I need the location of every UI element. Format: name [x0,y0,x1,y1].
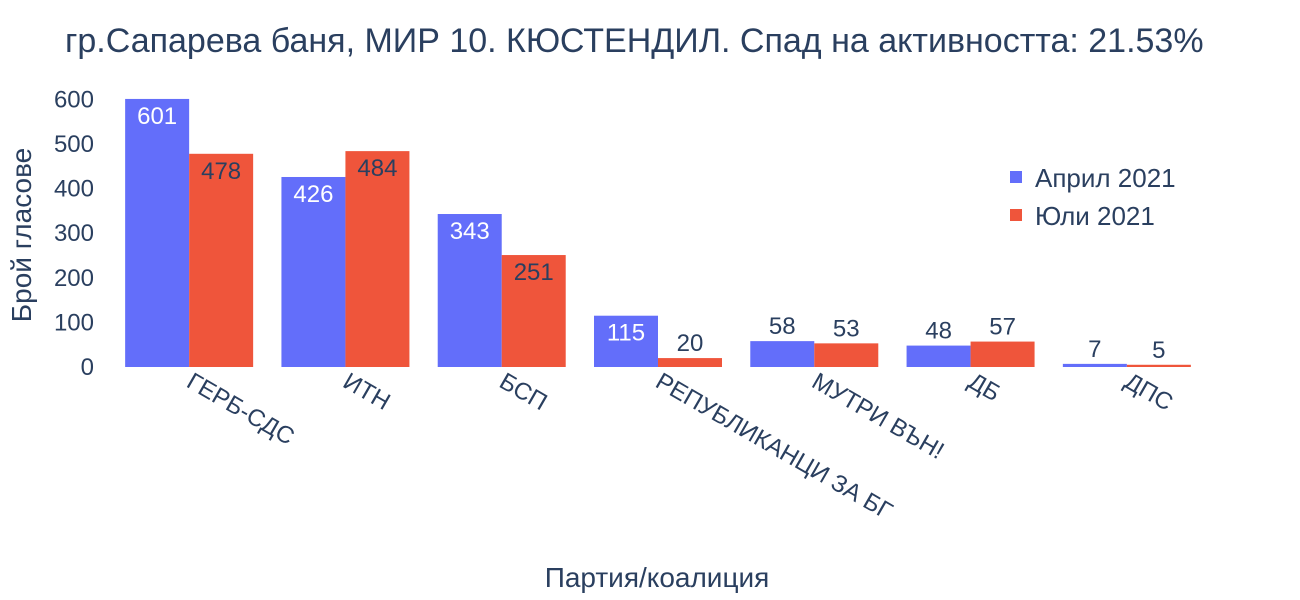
bar [189,153,254,367]
bar [437,214,502,367]
data-label: 478 [201,158,241,185]
bar [750,341,815,367]
bar [501,255,566,367]
data-label: 48 [925,318,952,345]
legend-label: Април 2021 [1035,163,1176,193]
y-axis: 0 100 200 300 400 500 600 [54,86,94,381]
bar-labels: 601 478 426 484 343 251 115 20 58 53 48 57 7 5 [137,103,1165,364]
data-label: 20 [677,330,704,357]
bar [970,341,1035,367]
data-label: 115 [607,320,645,347]
bar [658,358,722,367]
y-tick-label: 300 [54,220,94,247]
legend-swatch [1010,171,1022,183]
bar [906,345,971,367]
y-tick-label: 600 [54,86,94,113]
data-label: 484 [357,155,397,182]
data-label: 7 [1088,336,1101,363]
data-label: 5 [1152,337,1165,364]
bar [1062,363,1127,367]
data-label: 426 [293,181,333,208]
data-label: 58 [769,313,796,340]
bar [125,98,190,367]
legend-swatch [1010,209,1022,221]
data-label: 251 [514,259,554,286]
data-label: 601 [137,103,177,130]
bar [281,176,346,367]
bar [594,315,658,367]
bar [1126,364,1191,367]
legend-label: Юли 2021 [1035,201,1155,231]
x-axis-title: Партия/коалиция [545,562,770,593]
bars [125,98,1191,367]
y-tick-label: 200 [54,265,94,292]
y-tick-label: 0 [81,354,94,381]
y-tick-label: 100 [54,309,94,336]
y-tick-label: 500 [54,131,94,158]
data-label: 343 [450,218,490,245]
bar [814,343,879,367]
chart-title: гр.Сапарева баня, МИР 10. КЮСТЕНДИЛ. Спа… [65,22,1204,60]
legend: Април 2021 Юли 2021 [1010,163,1176,231]
bar [345,151,410,367]
y-tick-label: 400 [54,176,94,203]
data-label: 57 [989,314,1016,341]
y-axis-title: Брой гласове [6,148,37,322]
data-label: 53 [833,315,860,342]
